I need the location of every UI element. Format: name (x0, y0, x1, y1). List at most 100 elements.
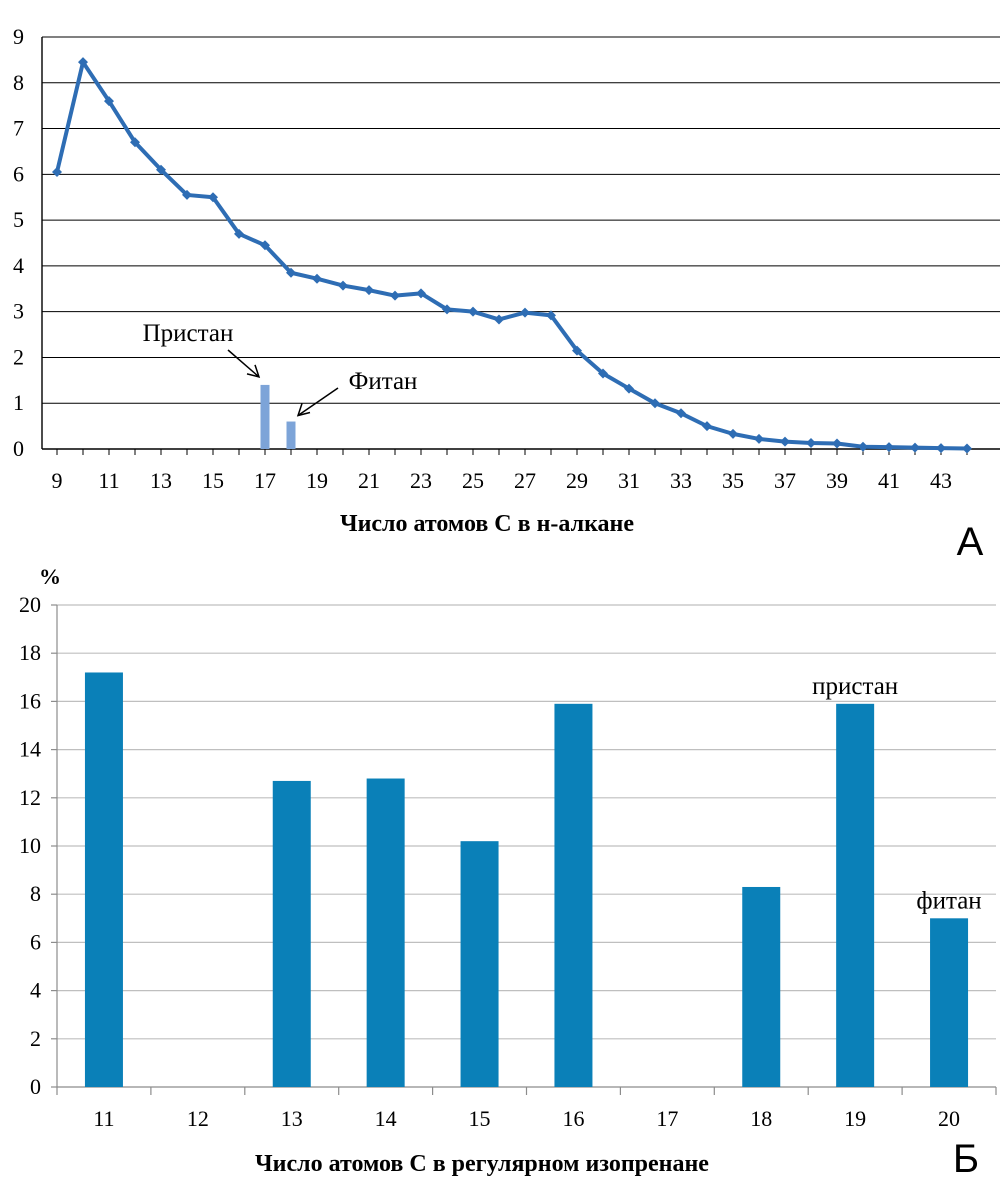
chart-a-point (598, 368, 608, 379)
chart-a-point (858, 441, 868, 452)
chart-a-point (286, 267, 296, 278)
chart-a-annotations: Пристан Фитан (143, 320, 417, 417)
chart-a-point (806, 438, 816, 449)
chart-b-x-tick-label: 11 (93, 1106, 114, 1131)
chart-a-bar (260, 384, 270, 449)
chart-a-point (52, 167, 62, 178)
chart-b-x-tick-label: 19 (844, 1106, 866, 1131)
chart-b-y-tick-label: 6 (30, 929, 41, 954)
chart-a-y-ticks: 0 1 2 3 4 5 6 7 8 9 (13, 24, 24, 461)
chart-b-x-tick-label: 20 (938, 1106, 960, 1131)
chart-b-y-tick-label: 16 (19, 688, 41, 713)
chart-a-point (624, 383, 634, 394)
chart-a-annotation-label: Пристан (143, 320, 234, 347)
chart-a-series-line (55, 60, 968, 451)
chart-a-x-tick-label: 13 (150, 468, 172, 493)
chart-b-y-axis-unit: % (39, 564, 61, 589)
chart-b-y-tick-label: 14 (19, 737, 41, 762)
chart-a-x-tick-label: 41 (878, 468, 900, 493)
chart-a-point (910, 442, 920, 453)
chart-b-bar (272, 780, 311, 1087)
chart-a-point (754, 433, 764, 444)
chart-a-point (260, 240, 270, 251)
chart-a-point (494, 314, 504, 325)
chart-a-bar (286, 421, 296, 449)
chart-a-x-tick-label: 23 (410, 468, 432, 493)
chart-a-point (546, 310, 556, 321)
chart-b-x-tick-label: 13 (281, 1106, 303, 1131)
chart-a-annotation-arrow (227, 349, 260, 378)
chart-a-x-ticks: 9 11 13 15 17 19 21 23 25 27 29 31 33 35 37 39 41 43 (52, 468, 953, 493)
chart-a-x-tick-label: 33 (670, 468, 692, 493)
chart-b-y-tick-label: 0 (30, 1074, 41, 1099)
chart-a-y-tick-label: 9 (13, 24, 24, 49)
chart-b-annotation-label: пристан (812, 673, 898, 700)
chart-a-x-tick-label: 21 (358, 468, 380, 493)
chart-a-x-tick-label: 15 (202, 468, 224, 493)
chart-a-x-tick-label: 43 (930, 468, 952, 493)
chart-b-y-tick-label: 2 (30, 1026, 41, 1051)
chart-a-point (676, 408, 686, 419)
chart-a-bars (260, 384, 296, 449)
chart-a-point (962, 443, 972, 454)
chart-b-y-tick-label: 8 (30, 881, 41, 906)
chart-b-y-tick-label: 12 (19, 785, 41, 810)
chart-a-point (832, 438, 842, 449)
chart-a-x-tick-label: 9 (52, 468, 63, 493)
chart-a-point (884, 442, 894, 453)
chart-a-point (208, 192, 218, 203)
chart-a-y-tick-label: 1 (13, 390, 24, 415)
chart-b-x-tick-label: 17 (656, 1106, 678, 1131)
chart-a-x-tick-label: 27 (514, 468, 536, 493)
chart-b-y-tick-label: 10 (19, 833, 41, 858)
chart-a-x-axis-title: Число атомов С в н-алкане (340, 511, 634, 537)
chart-a-x-tick-label: 31 (618, 468, 640, 493)
chart-a-arrowhead (246, 364, 261, 378)
chart-a-point (702, 421, 712, 432)
chart-b-y-tick-label: 20 (19, 592, 41, 617)
chart-a-point (312, 273, 322, 284)
chart-b-y-tick-label: 18 (19, 640, 41, 665)
chart-a-arrowhead (296, 403, 311, 417)
chart-a-y-tick-label: 6 (13, 161, 24, 186)
chart-a-y-tick-label: 5 (13, 207, 24, 232)
chart-b-x-ticks: 11 12 13 14 15 16 17 18 19 20 (93, 1106, 960, 1131)
chart-b-x-tick-label: 16 (562, 1106, 584, 1131)
chart-a-y-tick-label: 8 (13, 70, 24, 95)
chart-b-annotations: пристан фитан (812, 673, 982, 914)
chart-a-point (338, 280, 348, 291)
chart-b-y-ticks: 0 2 4 6 8 10 12 14 16 18 20 (19, 592, 41, 1099)
chart-a-point (442, 304, 452, 315)
chart-a-point (78, 57, 88, 68)
chart-a-series (52, 57, 972, 454)
chart-b-bar (742, 886, 781, 1087)
chart-a-x-tick-label: 37 (774, 468, 796, 493)
chart-a-point (390, 290, 400, 301)
chart-a-point (780, 436, 790, 447)
chart-b-bars (84, 672, 969, 1087)
chart-b-y-tick-label: 4 (30, 978, 41, 1003)
chart-a-point (520, 307, 530, 318)
chart-a-point (234, 228, 244, 239)
chart-a-point (104, 96, 114, 107)
chart-b-panel-label: Б (953, 1137, 979, 1181)
chart-a-y-tick-label: 3 (13, 299, 24, 324)
chart-a-x-tick-label: 19 (306, 468, 328, 493)
chart-a-point (650, 398, 660, 409)
chart-b-annotation-label: фитан (916, 887, 981, 914)
chart-b-bar (460, 841, 499, 1087)
chart-a-point (364, 285, 374, 296)
chart-b: 0 2 4 6 8 10 12 14 16 18 20 11 12 13 14 15 16 17 18 19 20 п… (19, 564, 997, 1181)
chart-a-point (416, 288, 426, 299)
chart-b-bar (366, 778, 405, 1087)
chart-b-bar (554, 703, 593, 1087)
chart-a-x-tick-label: 39 (826, 468, 848, 493)
chart-b-bar (84, 672, 123, 1087)
chart-b-x-axis-title: Число атомов С в регулярном изопренане (255, 1151, 709, 1177)
chart-a-point (572, 345, 582, 356)
chart-a-y-tick-label: 0 (13, 436, 24, 461)
chart-a-point (156, 164, 166, 175)
chart-a-y-tick-label: 7 (13, 116, 24, 141)
chart-b-bar (930, 918, 969, 1087)
